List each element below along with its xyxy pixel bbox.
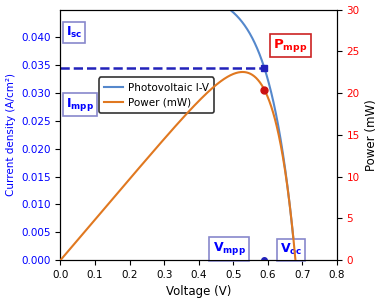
X-axis label: Voltage (V): Voltage (V) (166, 285, 232, 299)
Text: $\mathbf{I_{sc}}$: $\mathbf{I_{sc}}$ (66, 25, 82, 40)
Text: $\mathbf{I_{mpp}}$: $\mathbf{I_{mpp}}$ (66, 96, 94, 113)
Legend: Photovoltaic I-V, Power (mW): Photovoltaic I-V, Power (mW) (99, 78, 214, 113)
Text: $\mathbf{P_{mpp}}$: $\mathbf{P_{mpp}}$ (273, 37, 307, 54)
Y-axis label: Current density (A/cm²): Current density (A/cm²) (5, 73, 16, 196)
Text: $\mathbf{V_{oc}}$: $\mathbf{V_{oc}}$ (280, 242, 302, 257)
Text: $\mathbf{V_{mpp}}$: $\mathbf{V_{mpp}}$ (212, 240, 245, 257)
Y-axis label: Power (mW): Power (mW) (366, 99, 379, 171)
